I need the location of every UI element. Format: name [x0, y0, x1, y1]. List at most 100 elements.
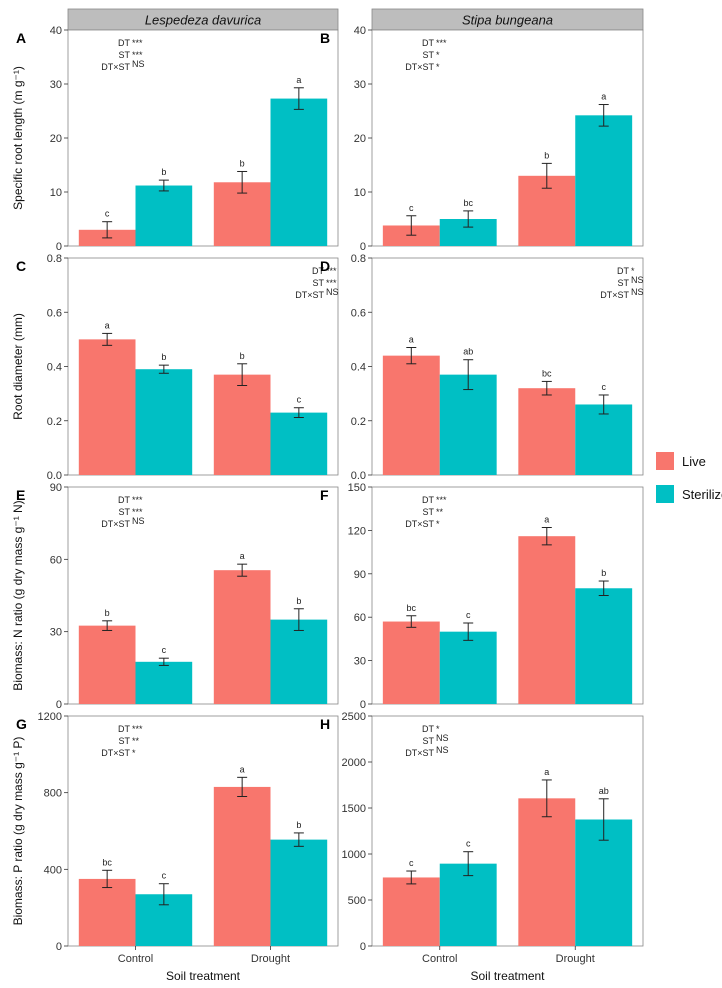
significance-letter: c [409, 203, 414, 213]
y-tick-label: 0.0 [47, 470, 62, 482]
bar-live-drought [518, 536, 576, 704]
y-tick-label: 20 [50, 133, 62, 145]
significance-letter: a [240, 764, 245, 774]
y-tick-label: 0.6 [351, 307, 366, 319]
y-tick-label: 90 [50, 482, 62, 494]
y-axis-label: Biomass: P ratio (g dry mass g⁻¹ P) [11, 737, 25, 926]
stat-term: DT×ST [101, 748, 130, 758]
legend-swatch-live [656, 452, 674, 470]
y-tick-label: 30 [50, 627, 62, 639]
stat-significance: * [436, 724, 440, 734]
stat-significance: ** [436, 507, 444, 517]
stat-term: DT×ST [405, 62, 434, 72]
panel-letter: D [320, 258, 330, 274]
stat-term: DT [617, 266, 629, 276]
stat-significance: * [436, 50, 440, 60]
y-axis-label: Root diameter (mm) [11, 313, 25, 420]
panel-letter: G [16, 716, 27, 732]
y-tick-label: 2000 [342, 757, 366, 769]
stat-term: DT×ST [600, 290, 629, 300]
strip-header-left: Lespedeza davurica [67, 8, 339, 31]
bar-sterilized-drought [270, 619, 328, 704]
stat-significance: *** [132, 495, 143, 505]
y-tick-label: 0.8 [47, 253, 62, 265]
stat-term: DT×ST [405, 519, 434, 529]
stat-significance: *** [132, 507, 143, 517]
significance-letter: c [409, 858, 414, 868]
significance-letter: bc [463, 198, 473, 208]
significance-letter: c [466, 610, 471, 620]
legend-swatch-sterilized [656, 485, 674, 503]
y-tick-label: 30 [50, 79, 62, 91]
significance-letter: b [544, 150, 549, 160]
panel-letter: H [320, 716, 330, 732]
stat-significance: * [436, 519, 440, 529]
y-tick-label: 0.2 [47, 416, 62, 428]
significance-letter: a [544, 515, 549, 525]
bar-sterilized-control [439, 374, 497, 475]
stat-term: DT×ST [405, 748, 434, 758]
bar-sterilized-drought [270, 412, 328, 475]
stat-significance: *** [436, 38, 447, 48]
y-tick-label: 150 [348, 482, 366, 494]
y-tick-label: 0.0 [351, 470, 366, 482]
significance-letter: ab [463, 347, 473, 357]
stat-term: DT×ST [101, 519, 130, 529]
stat-significance: NS [436, 745, 449, 755]
significance-letter: bc [542, 368, 552, 378]
stat-term: DT [422, 38, 434, 48]
y-axis-label: Biomass: N ratio (g dry mass g⁻¹ N) [11, 500, 25, 690]
bar-live-control [382, 225, 440, 246]
significance-letter: b [105, 608, 110, 618]
significance-letter: a [105, 320, 110, 330]
bar-sterilized-drought [270, 98, 328, 246]
y-tick-label: 0 [56, 241, 62, 253]
y-tick-label: 1500 [342, 803, 366, 815]
strip-header-right: Stipa bungeana [371, 8, 644, 31]
stat-significance: * [631, 266, 635, 276]
stat-significance: NS [132, 59, 145, 69]
significance-letter: c [297, 395, 302, 405]
stat-term: DT [422, 495, 434, 505]
legend: Live Sterilized [656, 452, 722, 503]
legend-label-live: Live [682, 454, 706, 469]
stat-significance: * [132, 748, 136, 758]
y-tick-label: 30 [354, 656, 366, 668]
bar-live-drought [213, 786, 271, 946]
y-tick-label: 60 [50, 554, 62, 566]
bar-live-control [78, 878, 136, 946]
significance-letter: a [544, 767, 549, 777]
bar-sterilized-control [135, 185, 193, 246]
stat-term: ST [312, 278, 324, 288]
y-tick-label: 30 [354, 79, 366, 91]
x-tick-label: Drought [251, 953, 290, 965]
bar-live-control [78, 625, 136, 704]
bar-sterilized-drought [270, 839, 328, 946]
y-tick-label: 0 [360, 699, 366, 711]
x-axis-label-right: Soil treatment [470, 969, 545, 983]
bar-sterilized-control [135, 369, 193, 475]
bar-sterilized-drought [575, 588, 633, 704]
stat-significance: NS [631, 275, 644, 285]
significance-letter: c [601, 382, 606, 392]
stat-significance: *** [132, 724, 143, 734]
stat-term: DT [118, 38, 130, 48]
stat-term: ST [118, 50, 130, 60]
stat-term: ST [617, 278, 629, 288]
y-tick-label: 2500 [342, 711, 366, 723]
significance-letter: c [466, 839, 471, 849]
panel-B: 0 10 20 30 40 c bc b a DT ***ST *DT×ST * B [320, 25, 644, 253]
stat-term: DT×ST [101, 62, 130, 72]
significance-letter: bc [102, 857, 112, 867]
panel-F: 0 30 60 90 120 150 bc c a b DT ***ST **DT×ST * F [320, 482, 644, 711]
panel-letter: B [320, 30, 330, 46]
y-tick-label: 500 [348, 895, 366, 907]
stat-term: DT [118, 495, 130, 505]
bar-live-control [382, 621, 440, 704]
y-tick-label: 0 [360, 941, 366, 953]
